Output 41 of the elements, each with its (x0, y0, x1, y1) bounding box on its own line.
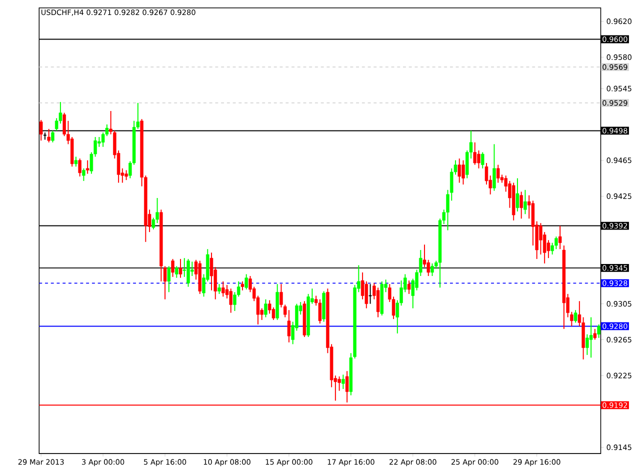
candlestick (477, 150, 480, 169)
candlestick (516, 178, 520, 212)
candlestick (558, 225, 562, 250)
candlestick (74, 156, 78, 167)
candlestick (318, 298, 322, 324)
candlestick (171, 258, 174, 278)
candlestick (376, 287, 380, 318)
candlestick (47, 128, 50, 143)
candlestick (39, 119, 43, 141)
candlestick (430, 262, 434, 276)
candlestick (496, 164, 500, 184)
candlestick (473, 142, 476, 166)
candlestick (589, 316, 593, 358)
candlestick (368, 283, 372, 304)
candlestick (520, 191, 523, 219)
candlestick (264, 298, 268, 318)
candlestick (462, 160, 465, 185)
candlestick (342, 374, 345, 390)
candlestick (492, 144, 496, 192)
candlestick (229, 288, 232, 314)
candlestick (86, 160, 90, 174)
candlestick (407, 280, 411, 294)
candlestick (82, 168, 86, 182)
candlestick (167, 266, 171, 293)
candlestick (78, 158, 82, 177)
candlestick (597, 324, 600, 338)
candlestick (218, 283, 221, 294)
candlestick (345, 370, 349, 403)
candlestick (458, 158, 461, 184)
candlestick (221, 280, 225, 297)
candlestick (574, 309, 578, 324)
candlestick (287, 309, 291, 343)
candlestick (124, 170, 128, 180)
candlestick (244, 274, 248, 290)
candlestick (51, 130, 54, 143)
candlestick (480, 152, 484, 169)
candlestick (186, 258, 190, 288)
candlestick (178, 258, 182, 278)
candlestick (524, 189, 527, 214)
candlestick (593, 328, 597, 340)
candlestick (175, 266, 178, 278)
